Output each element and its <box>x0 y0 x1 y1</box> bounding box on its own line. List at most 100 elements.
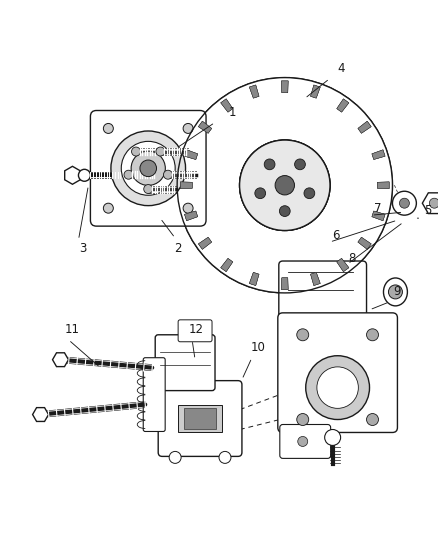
Circle shape <box>296 329 308 341</box>
Circle shape <box>78 169 90 181</box>
Circle shape <box>163 170 172 179</box>
Circle shape <box>177 78 392 293</box>
Circle shape <box>121 141 175 195</box>
Circle shape <box>254 188 265 199</box>
Circle shape <box>140 160 156 176</box>
Text: 9: 9 <box>393 285 400 298</box>
Polygon shape <box>220 259 232 272</box>
Polygon shape <box>310 85 320 98</box>
Polygon shape <box>184 150 197 159</box>
Polygon shape <box>220 99 232 112</box>
Circle shape <box>366 414 378 425</box>
Polygon shape <box>310 272 320 286</box>
Polygon shape <box>310 85 320 98</box>
Polygon shape <box>371 150 384 159</box>
Bar <box>184 408 215 430</box>
Circle shape <box>303 188 314 199</box>
Circle shape <box>428 198 438 208</box>
Circle shape <box>392 191 415 215</box>
Ellipse shape <box>277 78 300 293</box>
Circle shape <box>275 175 294 195</box>
Circle shape <box>294 159 305 169</box>
Polygon shape <box>377 182 388 189</box>
Circle shape <box>279 206 290 216</box>
Circle shape <box>103 203 113 213</box>
Polygon shape <box>357 237 371 249</box>
FancyBboxPatch shape <box>178 320 212 342</box>
Circle shape <box>275 175 294 195</box>
Circle shape <box>303 188 314 199</box>
Text: 10: 10 <box>250 341 265 354</box>
Text: 4: 4 <box>337 62 345 75</box>
FancyBboxPatch shape <box>279 424 330 458</box>
FancyBboxPatch shape <box>278 261 366 324</box>
Circle shape <box>183 203 193 213</box>
Polygon shape <box>249 85 258 98</box>
Text: 6: 6 <box>331 229 339 241</box>
Text: 2: 2 <box>174 241 181 255</box>
Circle shape <box>111 131 185 206</box>
Circle shape <box>399 198 409 208</box>
Polygon shape <box>249 85 258 98</box>
Circle shape <box>294 159 305 169</box>
Circle shape <box>177 78 392 293</box>
Polygon shape <box>377 182 388 189</box>
Text: 5: 5 <box>423 204 430 217</box>
Polygon shape <box>198 237 211 249</box>
Circle shape <box>239 140 329 230</box>
FancyBboxPatch shape <box>90 110 205 226</box>
Polygon shape <box>336 259 348 272</box>
Circle shape <box>131 151 165 185</box>
Circle shape <box>324 430 340 446</box>
Circle shape <box>239 140 329 230</box>
Polygon shape <box>180 182 192 189</box>
Polygon shape <box>198 121 211 133</box>
Polygon shape <box>371 150 384 159</box>
Polygon shape <box>371 211 384 221</box>
Text: 8: 8 <box>347 252 354 264</box>
Polygon shape <box>220 259 232 272</box>
Polygon shape <box>281 278 287 289</box>
Polygon shape <box>198 237 211 249</box>
Circle shape <box>219 451 230 463</box>
Circle shape <box>264 159 274 169</box>
Bar <box>178 405 222 432</box>
Ellipse shape <box>383 278 406 306</box>
Circle shape <box>279 206 290 216</box>
Circle shape <box>316 367 357 408</box>
Polygon shape <box>281 81 287 93</box>
Polygon shape <box>336 99 348 112</box>
Circle shape <box>103 124 113 133</box>
Polygon shape <box>198 121 211 133</box>
Circle shape <box>366 329 378 341</box>
Polygon shape <box>281 81 287 93</box>
Circle shape <box>264 159 274 169</box>
Text: 11: 11 <box>65 324 80 336</box>
Polygon shape <box>184 150 197 159</box>
Circle shape <box>131 147 140 156</box>
Polygon shape <box>336 99 348 112</box>
Circle shape <box>254 188 265 199</box>
Text: 1: 1 <box>228 106 235 119</box>
Polygon shape <box>357 121 371 133</box>
Circle shape <box>239 140 329 230</box>
Polygon shape <box>371 211 384 221</box>
Circle shape <box>305 356 369 419</box>
Circle shape <box>183 124 193 133</box>
FancyBboxPatch shape <box>143 358 165 432</box>
Text: 3: 3 <box>78 241 86 255</box>
Polygon shape <box>357 121 371 133</box>
Circle shape <box>155 147 165 156</box>
Circle shape <box>388 285 402 299</box>
Polygon shape <box>310 272 320 286</box>
Polygon shape <box>184 211 197 221</box>
Polygon shape <box>357 237 371 249</box>
Polygon shape <box>180 182 192 189</box>
FancyBboxPatch shape <box>158 381 241 456</box>
Polygon shape <box>220 99 232 112</box>
Text: 12: 12 <box>188 324 203 336</box>
Circle shape <box>296 414 308 425</box>
Polygon shape <box>249 272 258 286</box>
Text: 7: 7 <box>373 201 380 215</box>
Circle shape <box>143 184 152 193</box>
